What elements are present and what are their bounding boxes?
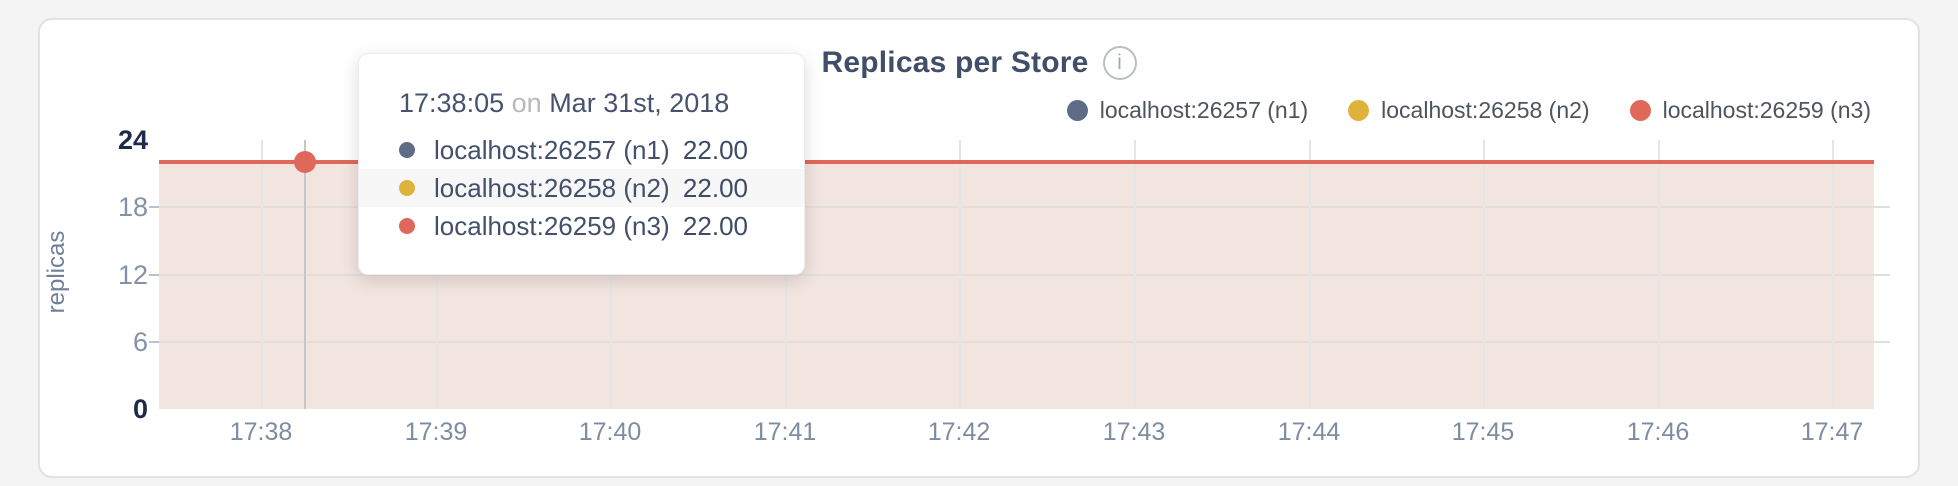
legend-series-label: localhost:26258 (n2): [1381, 96, 1590, 123]
tooltip-date: Mar 31st, 2018: [549, 88, 730, 118]
y-tick-mark: [149, 274, 159, 276]
gridline-horizontal: [159, 274, 1890, 276]
chart-header: Replicas per Store i: [40, 44, 1918, 82]
x-tick-label: 17:45: [1451, 418, 1515, 446]
gridline-vertical: [261, 140, 263, 409]
plot-area: 17:38 17:39 17:40 17:41 17:42 17:43 17:44 17:45…: [40, 20, 1918, 476]
legend-series-label: localhost:26257 (n1): [1099, 96, 1309, 123]
chart-card: Replicas per Store i localhost:26257 (n1…: [38, 18, 1920, 478]
legend-item[interactable]: localhost:26257 (n1): [1066, 96, 1309, 124]
tooltip-series-value: 22.00: [682, 172, 748, 203]
y-tick-mark: [149, 341, 159, 343]
gridline-vertical: [1832, 140, 1834, 409]
y-tick-label: 12: [117, 260, 148, 290]
x-tick-label: 17:41: [753, 418, 817, 446]
info-icon[interactable]: i: [1102, 46, 1137, 80]
gridline-vertical: [1134, 140, 1136, 409]
tooltip-series-row: localhost:26258 (n2) 22.00: [359, 169, 804, 207]
gridline-vertical: [1309, 140, 1311, 409]
tooltip-conjunction: on: [511, 88, 542, 118]
tooltip-series-label: localhost:26259 (n3): [434, 210, 670, 241]
gridline-horizontal: [159, 206, 1890, 208]
tooltip-header: 17:38:05 on Mar 31st, 2018: [399, 88, 764, 119]
y-tick-label: 6: [132, 327, 148, 357]
y-axis-title: replicas: [43, 230, 70, 314]
legend-series-label: localhost:26259 (n3): [1662, 96, 1871, 123]
gridline-vertical: [1483, 140, 1485, 409]
x-tick-label: 17:40: [578, 418, 642, 446]
tooltip-series-dot-icon: [399, 142, 415, 158]
x-tick-label: 17:44: [1277, 418, 1341, 446]
legend-series-dot-icon: [1066, 99, 1088, 121]
tooltip-rows: localhost:26257 (n1) 22.00 localhost:26258…: [359, 131, 804, 245]
hover-guideline: [304, 140, 306, 409]
chart-title: Replicas per Store: [821, 46, 1089, 79]
legend-series-dot-icon: [1348, 99, 1370, 121]
gridline-horizontal: [159, 341, 1890, 343]
tooltip-time: 17:38:05: [399, 88, 505, 118]
x-tick-label: 17:42: [927, 418, 991, 446]
x-tick-label: 17:39: [404, 418, 468, 446]
tooltip-series-value: 22.00: [682, 134, 748, 165]
x-tick-label: 17:38: [229, 418, 293, 446]
tooltip-series-dot-icon: [399, 180, 415, 196]
hover-tooltip: 17:38:05 on Mar 31st, 2018 localhost:262…: [358, 53, 805, 275]
legend-item[interactable]: localhost:26258 (n2): [1348, 96, 1590, 124]
legend-item[interactable]: localhost:26259 (n3): [1629, 96, 1871, 124]
y-tick-label: 18: [117, 192, 148, 222]
tooltip-series-label: localhost:26258 (n2): [434, 172, 670, 203]
y-tick-label: 0: [132, 394, 148, 424]
legend-series-dot-icon: [1629, 99, 1651, 121]
tooltip-series-value: 22.00: [682, 210, 748, 241]
x-tick-label: 17:47: [1800, 418, 1864, 446]
gridline-vertical: [959, 140, 961, 409]
x-tick-label: 17:46: [1626, 418, 1690, 446]
series-line: [159, 160, 1874, 164]
chart-legend: localhost:26257 (n1) localhost:26258 (n2)…: [1066, 96, 1871, 124]
hover-point-marker[interactable]: [294, 151, 316, 173]
y-tick-label: 24: [117, 125, 148, 155]
tooltip-series-row: localhost:26259 (n3) 22.00: [359, 207, 804, 245]
y-tick-mark: [149, 206, 159, 208]
tooltip-series-label: localhost:26257 (n1): [434, 134, 670, 165]
tooltip-series-dot-icon: [399, 218, 415, 234]
gridline-vertical: [1658, 140, 1660, 409]
tooltip-series-row: localhost:26257 (n1) 22.00: [359, 131, 804, 169]
x-tick-label: 17:43: [1102, 418, 1166, 446]
